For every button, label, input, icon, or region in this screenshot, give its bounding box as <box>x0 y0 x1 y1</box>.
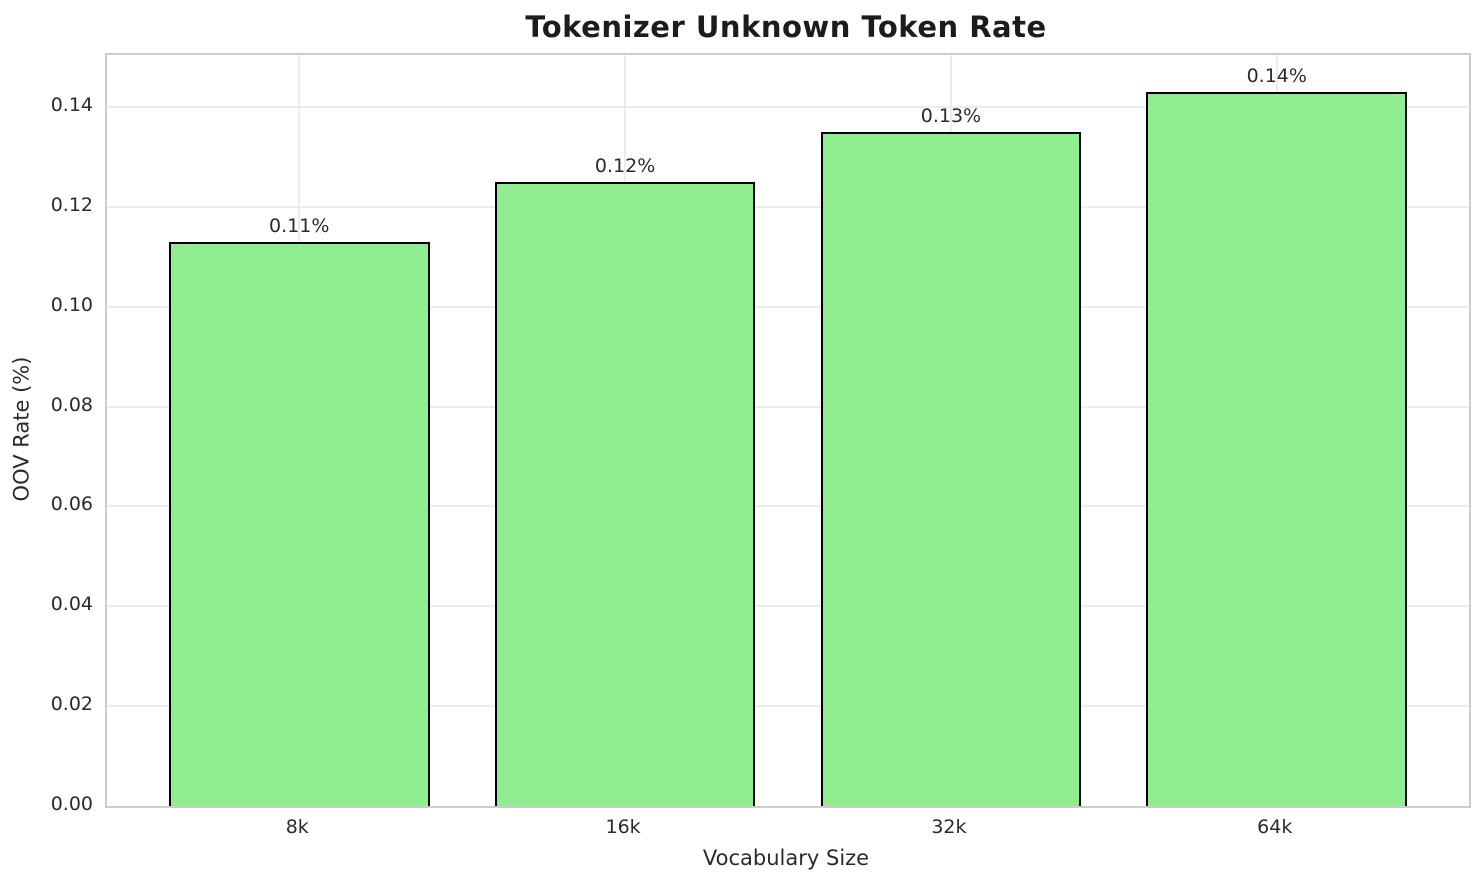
y-gridline <box>107 605 1469 608</box>
y-gridline <box>107 305 1469 308</box>
y-tick-label: 0.06 <box>50 493 93 516</box>
bar-value-label: 0.11% <box>269 214 330 237</box>
x-tick-label-32k: 32k <box>931 816 967 838</box>
bar-64k <box>1146 91 1408 806</box>
x-tick-label-64k: 64k <box>1257 816 1293 838</box>
bar-value-label: 0.13% <box>920 104 982 127</box>
y-axis-label-container: OOV Rate (%) <box>0 53 42 804</box>
y-gridline <box>107 505 1469 508</box>
y-tick-label: 0.10 <box>50 293 93 316</box>
y-tick-label: 0.02 <box>50 693 93 716</box>
bar-16k <box>494 181 756 806</box>
chart-title: Tokenizer Unknown Token Rate <box>525 10 1047 44</box>
x-axis-label: Vocabulary Size <box>702 846 870 870</box>
y-tick-label: 0.04 <box>50 593 93 616</box>
bar-8k <box>168 241 430 806</box>
plot-area: 0.11% 0.12% 0.13% 0.14% <box>105 53 1471 808</box>
y-gridline <box>107 205 1469 208</box>
bar-value-label: 0.14% <box>1246 64 1307 87</box>
bar-value-label: 0.12% <box>594 154 656 177</box>
y-tick-label: 0.08 <box>50 393 93 416</box>
y-axis-label: OOV Rate (%) <box>9 356 33 501</box>
y-tick-label: 0.12 <box>50 193 93 216</box>
y-tick-label: 0.00 <box>50 793 93 815</box>
y-gridline <box>107 705 1469 708</box>
bar-32k <box>820 131 1082 806</box>
x-tick-label-16k: 16k <box>605 816 641 838</box>
y-tick-label: 0.14 <box>50 93 93 116</box>
y-gridline <box>107 105 1469 108</box>
x-tick-label-8k: 8k <box>285 816 309 838</box>
y-gridline <box>107 405 1469 408</box>
